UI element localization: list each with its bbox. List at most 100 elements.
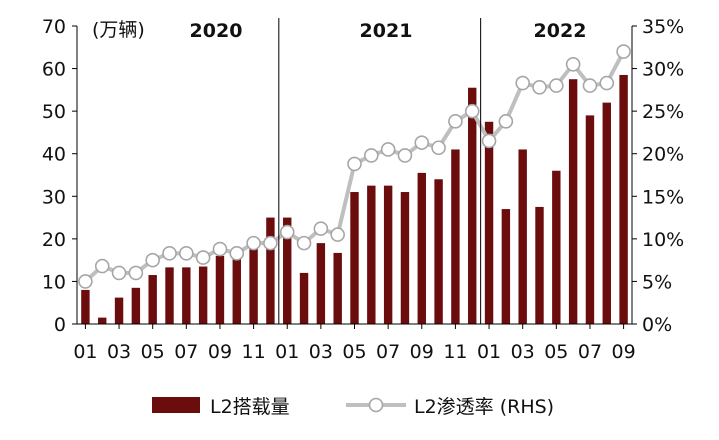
legend-marker-icon bbox=[368, 397, 384, 413]
bar-2020-02 bbox=[98, 317, 107, 324]
point-2021-10 bbox=[431, 140, 446, 156]
y-left-tick-label: 0 bbox=[54, 314, 66, 336]
bar-2022-08 bbox=[602, 102, 611, 324]
point-2021-08 bbox=[397, 148, 413, 163]
y-left-tick-label: 10 bbox=[42, 271, 66, 293]
bar-2020-11 bbox=[249, 247, 258, 324]
bar-2021-06 bbox=[367, 185, 376, 324]
point-2022-09 bbox=[616, 44, 631, 59]
bar-2022-03 bbox=[518, 149, 527, 324]
bar-2021-01 bbox=[283, 217, 292, 324]
y-left-tick-label: 70 bbox=[42, 16, 66, 38]
bar-2021-08 bbox=[400, 192, 410, 324]
y-right-tick-label: 25% bbox=[642, 101, 684, 123]
point-2022-07 bbox=[582, 78, 598, 93]
y-right-tick-label: 10% bbox=[642, 229, 684, 251]
point-2021-01 bbox=[279, 224, 295, 240]
point-2022-08 bbox=[599, 75, 615, 91]
bar-2022-02 bbox=[501, 209, 511, 324]
point-2020-02 bbox=[94, 258, 110, 274]
bar-2020-03 bbox=[114, 297, 124, 324]
point-2022-03 bbox=[515, 75, 530, 91]
x-tick-label: 03 bbox=[107, 341, 131, 363]
point-2020-11 bbox=[246, 235, 261, 251]
point-2020-07 bbox=[179, 246, 194, 261]
y-right-tick-label: 30% bbox=[642, 59, 684, 81]
y-left-tick-label: 50 bbox=[42, 101, 66, 123]
bar-2021-12 bbox=[468, 87, 477, 324]
bar-series bbox=[81, 74, 628, 325]
point-2022-06 bbox=[565, 57, 581, 72]
x-tick-label: 05 bbox=[342, 341, 366, 363]
x-tick-label: 07 bbox=[174, 341, 198, 363]
point-2021-09 bbox=[414, 135, 430, 150]
x-tick-label: 01 bbox=[477, 341, 501, 363]
x-tick-label: 05 bbox=[141, 341, 165, 363]
bar-2022-01 bbox=[484, 121, 494, 325]
point-2020-01 bbox=[78, 274, 93, 289]
x-tick-label: 11 bbox=[443, 341, 467, 363]
bar-2021-07 bbox=[383, 185, 393, 324]
x-tick-label: 09 bbox=[410, 341, 434, 363]
y-left-tick-label: 40 bbox=[42, 144, 66, 166]
bar-2022-05 bbox=[552, 170, 561, 324]
legend: L2搭载量 L2渗透率 (RHS) bbox=[152, 396, 554, 418]
y-right-tick-label: 35% bbox=[642, 16, 684, 38]
bar-2021-02 bbox=[299, 272, 309, 324]
bar-2022-04 bbox=[535, 206, 544, 324]
unit-label: (万辆) bbox=[92, 19, 145, 41]
point-2020-03 bbox=[111, 265, 127, 281]
bar-2021-09 bbox=[417, 172, 426, 324]
y-right-tick-label: 15% bbox=[642, 186, 684, 208]
bar-2020-09 bbox=[215, 255, 225, 324]
x-tick-label: 03 bbox=[511, 341, 535, 363]
point-2020-08 bbox=[195, 250, 211, 265]
bar-2021-03 bbox=[316, 243, 326, 324]
x-tick-label: 07 bbox=[376, 341, 400, 363]
point-2022-05 bbox=[549, 78, 564, 93]
bar-2022-07 bbox=[585, 115, 595, 325]
year-dividers: 2020 2021 2022 bbox=[190, 18, 587, 324]
point-2021-02 bbox=[296, 235, 312, 251]
x-tick-label: 01 bbox=[275, 341, 299, 363]
point-2020-04 bbox=[128, 265, 144, 281]
y-left-tick-label: 60 bbox=[42, 59, 66, 81]
point-2021-11 bbox=[448, 114, 463, 129]
legend-label-l2-penetration: L2渗透率 (RHS) bbox=[414, 396, 554, 418]
x-tick-label: 09 bbox=[208, 341, 232, 363]
point-2022-04 bbox=[532, 80, 547, 95]
y-right-tick-label: 0% bbox=[642, 314, 672, 336]
bar-2020-01 bbox=[81, 289, 90, 324]
point-2020-09 bbox=[212, 241, 228, 257]
legend-bar-swatch bbox=[152, 397, 200, 413]
point-2020-12 bbox=[263, 235, 278, 251]
bar-2020-08 bbox=[198, 266, 208, 324]
bar-2021-10 bbox=[434, 179, 443, 324]
point-2022-01 bbox=[481, 133, 497, 149]
point-2022-02 bbox=[498, 114, 514, 129]
legend-label-l2-volume: L2搭载量 bbox=[210, 396, 290, 418]
x-tick-label: 07 bbox=[578, 341, 602, 363]
line-series bbox=[78, 44, 631, 289]
year-label-2022: 2022 bbox=[534, 20, 587, 42]
point-2021-03 bbox=[313, 221, 329, 236]
y-right-tick-label: 20% bbox=[642, 144, 684, 166]
bar-2022-06 bbox=[568, 79, 578, 324]
point-2021-07 bbox=[380, 142, 396, 157]
bar-2021-04 bbox=[333, 252, 342, 324]
point-2021-04 bbox=[330, 227, 345, 242]
x-tick-label: 09 bbox=[611, 341, 635, 363]
point-2020-10 bbox=[229, 246, 245, 261]
bar-2020-06 bbox=[165, 267, 174, 324]
bar-2021-05 bbox=[350, 192, 359, 324]
x-tick-label: 01 bbox=[73, 341, 97, 363]
bar-2022-09 bbox=[619, 74, 628, 324]
point-2020-06 bbox=[162, 246, 177, 261]
point-2020-05 bbox=[145, 252, 160, 268]
year-label-2020: 2020 bbox=[190, 20, 243, 42]
bar-2020-07 bbox=[182, 267, 191, 324]
year-label-2021: 2021 bbox=[360, 20, 413, 42]
